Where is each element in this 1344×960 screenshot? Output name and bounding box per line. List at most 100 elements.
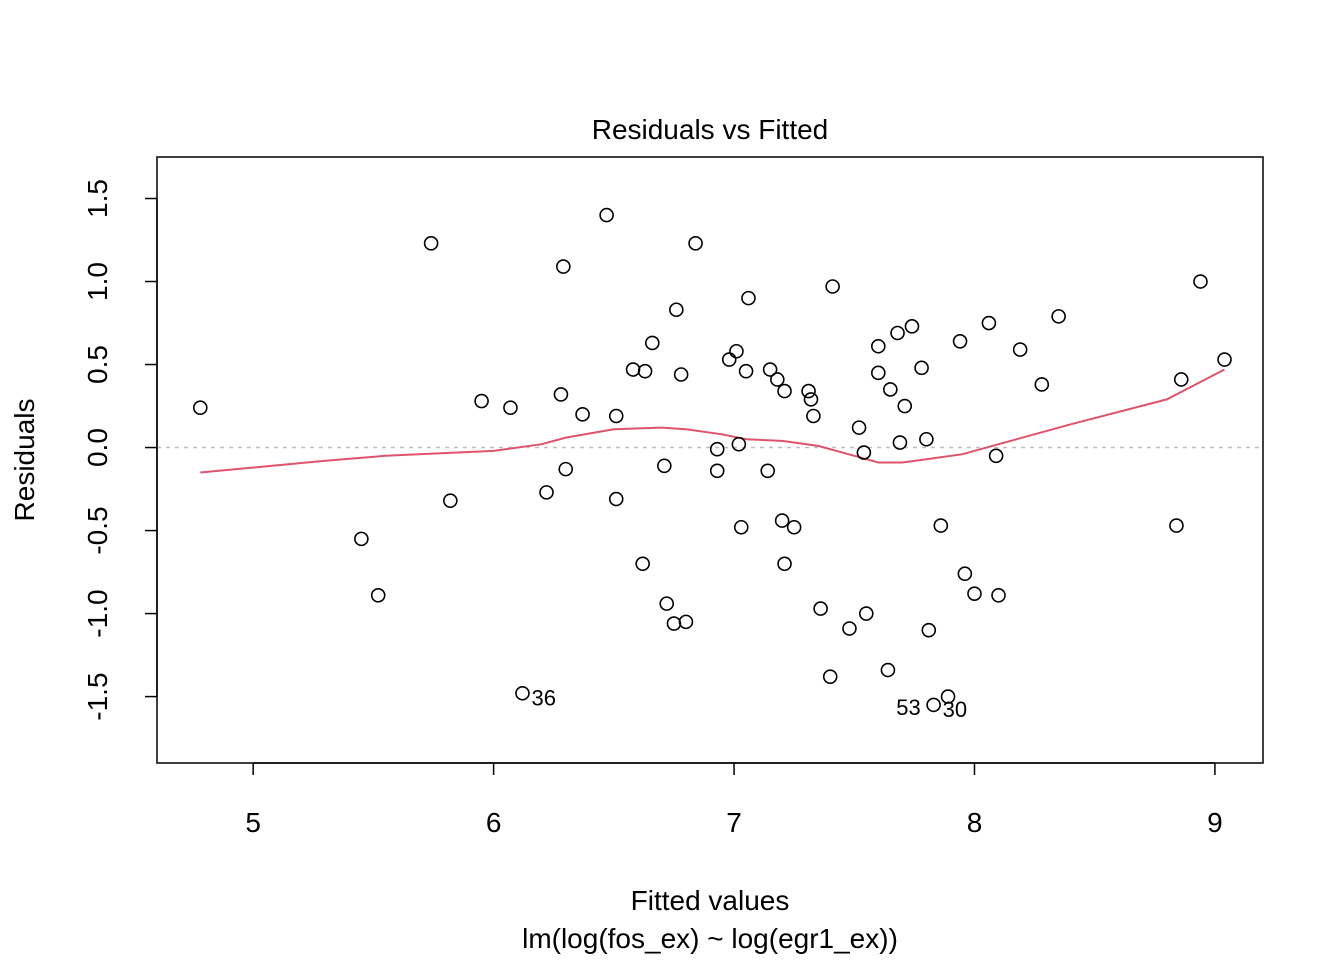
y-tick-label: 0.0: [82, 428, 113, 467]
data-point: [822, 669, 838, 684]
data-point: [801, 383, 816, 399]
data-point: [370, 588, 386, 603]
data-point: [871, 338, 886, 354]
data-point: [423, 236, 439, 251]
data-point: [890, 325, 905, 341]
data-point: [981, 315, 997, 331]
data-point: [733, 519, 749, 535]
data-point: [556, 259, 571, 274]
data-point: [474, 393, 489, 409]
x-tick-label: 8: [967, 807, 983, 838]
data-point: [635, 556, 650, 572]
data-point: [786, 519, 802, 535]
smoother-layer: [200, 368, 1225, 474]
data-point: [599, 207, 614, 223]
data-point: [777, 383, 792, 399]
data-point: [1173, 372, 1189, 387]
data-point: [503, 400, 518, 416]
x-tick-label: 7: [726, 807, 742, 838]
y-tick-label: 1.0: [82, 262, 113, 301]
chart-title: Residuals vs Fitted: [592, 114, 829, 145]
x-axis-sublabel: lm(log(fos_ex) ~ log(egr1_ex)): [522, 923, 898, 954]
data-point: [921, 622, 937, 638]
y-tick-label: -1.0: [82, 589, 113, 637]
y-tick-label: 1.5: [82, 179, 113, 218]
y-tick-label: -1.5: [82, 672, 113, 720]
y-tick-label: 0.5: [82, 345, 113, 384]
data-point: [709, 463, 725, 479]
data-point: [933, 518, 949, 533]
data-point: [774, 513, 790, 528]
data-point: [729, 343, 744, 359]
data-point: [825, 279, 840, 294]
data-point: [721, 352, 737, 367]
data-point: [777, 556, 792, 572]
data-point: [940, 689, 956, 704]
data-point: [904, 319, 920, 334]
data-point: [871, 365, 886, 381]
data-point: [770, 372, 785, 387]
data-point: [553, 387, 569, 402]
data-point: [914, 360, 929, 376]
data-point: [803, 392, 819, 407]
data-point: [678, 614, 694, 630]
data-point: [1051, 309, 1066, 324]
data-point: [354, 531, 369, 547]
data-point: [558, 461, 574, 477]
data-point: [858, 606, 874, 621]
data-point: [892, 435, 908, 450]
data-point: [813, 601, 828, 616]
point-labels-layer: 36 30 53: [531, 685, 967, 722]
data-point: [625, 362, 641, 377]
outlier-label: 36: [531, 685, 555, 710]
data-point: [851, 420, 867, 435]
data-point: [988, 448, 1004, 464]
data-point: [608, 408, 624, 424]
data-point: [883, 382, 898, 397]
data-point: [806, 408, 821, 424]
data-point: [856, 445, 872, 460]
data-point: [688, 236, 703, 251]
data-point: [760, 463, 776, 479]
points-layer: [192, 207, 1232, 713]
data-point: [515, 685, 530, 701]
data-point: [192, 400, 208, 416]
x-axis: 5 6 7 8 9: [245, 762, 1223, 838]
data-point: [1169, 518, 1184, 533]
data-point: [967, 586, 982, 601]
data-point: [842, 621, 857, 636]
data-point: [669, 302, 684, 318]
data-point: [880, 662, 896, 678]
data-point: [1217, 352, 1232, 367]
data-point: [957, 566, 973, 582]
x-tick-label: 5: [245, 807, 261, 838]
x-tick-label: 6: [486, 807, 502, 838]
outlier-label: 53: [896, 695, 920, 720]
data-point: [575, 407, 590, 422]
data-point: [659, 596, 675, 611]
plot-frame: [156, 156, 1264, 764]
data-point: [666, 616, 682, 631]
data-point: [1034, 377, 1050, 392]
data-point: [1012, 342, 1028, 357]
x-axis-label: Fitted values: [631, 885, 790, 916]
data-point: [991, 588, 1006, 603]
y-axis: -1.5 -1.0 -0.5 0.0 0.5 1.0 1.5: [82, 179, 158, 721]
data-point: [738, 363, 754, 379]
data-point: [919, 431, 934, 447]
data-point: [952, 333, 968, 349]
y-tick-label: -0.5: [82, 506, 113, 554]
data-point: [443, 493, 458, 508]
data-point: [637, 363, 653, 379]
data-point: [673, 367, 689, 382]
data-point: [762, 362, 778, 377]
y-axis-label: Residuals: [9, 399, 40, 522]
data-point: [731, 436, 747, 452]
data-point: [709, 441, 725, 457]
outlier-label: 30: [943, 697, 967, 722]
data-point: [1193, 274, 1208, 289]
smoother-line: [200, 368, 1225, 474]
data-point: [741, 290, 756, 306]
data-point: [926, 697, 941, 713]
